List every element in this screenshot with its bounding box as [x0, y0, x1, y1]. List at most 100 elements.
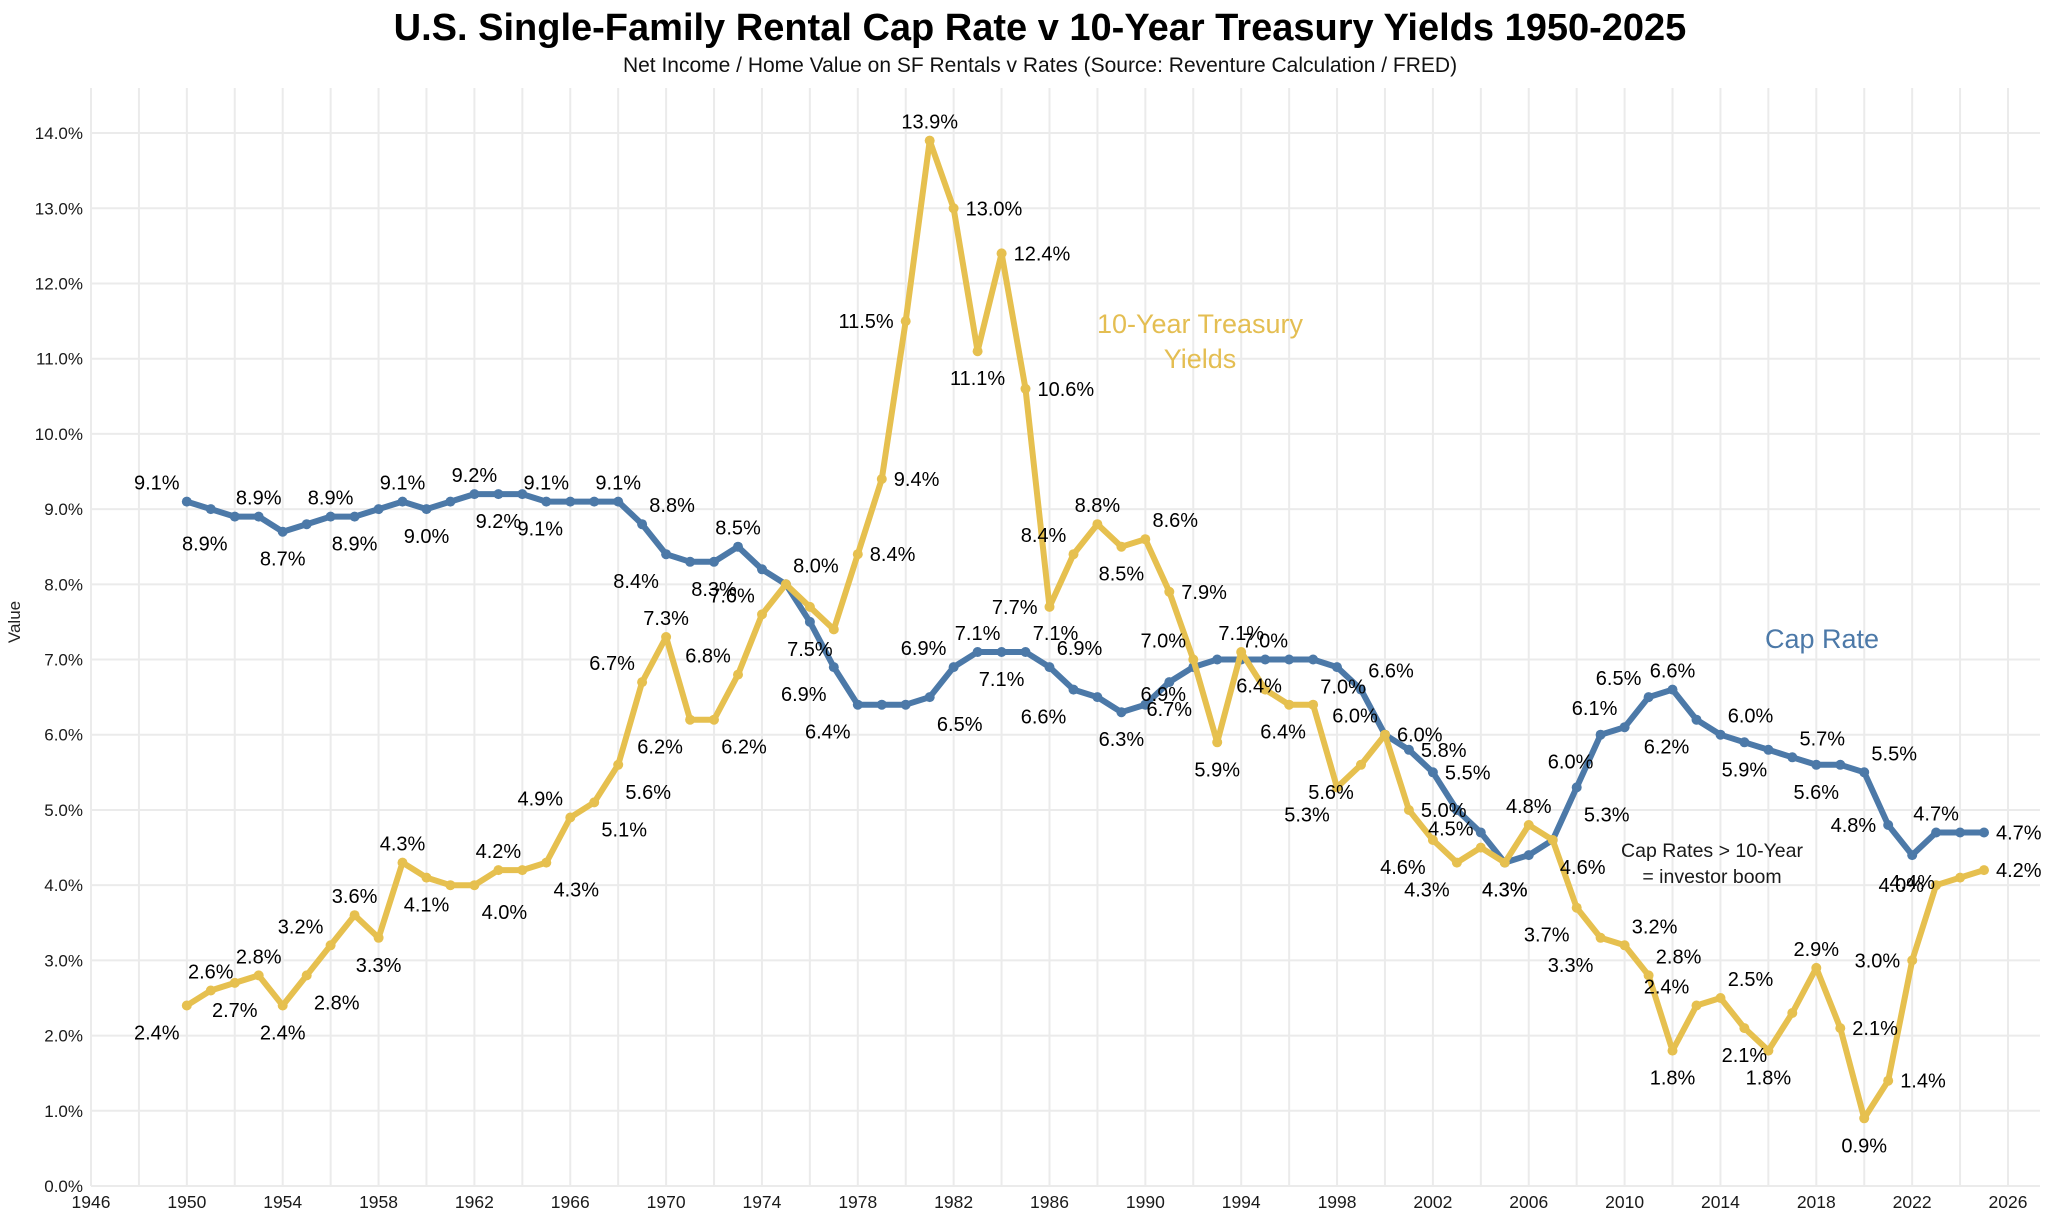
treasury-point-marker [1427, 835, 1438, 845]
cap-rate-data-label: 4.7% [1913, 804, 1959, 826]
cap-rate-point-marker [1284, 654, 1295, 665]
cap-rate-data-label: 8.8% [649, 495, 695, 517]
treasury-data-label: 13.0% [966, 198, 1023, 220]
y-tick-label: 10.0% [35, 425, 83, 444]
treasury-data-label: 1.8% [1746, 1068, 1792, 1090]
treasury-series-label-line2: Yields [1164, 344, 1237, 374]
cap-rate-data-label: 6.9% [901, 638, 947, 660]
y-tick-label: 14.0% [35, 124, 83, 143]
cap-rate-point-marker [1427, 767, 1438, 778]
treasury-data-label: 4.3% [1404, 880, 1450, 902]
cap-rate-data-label: 8.0% [793, 555, 839, 577]
cap-rate-line [183, 491, 1987, 866]
cap-rate-data-label: 6.0% [1397, 725, 1443, 747]
treasury-point-marker [1619, 940, 1630, 951]
cap-rate-point-marker [900, 699, 911, 710]
treasury-point-marker [828, 624, 839, 635]
treasury-data-label: 4.0% [482, 902, 528, 924]
treasury-point-marker [1499, 857, 1510, 868]
x-tick-label: 1978 [838, 1192, 877, 1212]
treasury-data-label: 2.9% [1794, 939, 1840, 961]
treasury-data-label: 4.3% [1482, 880, 1528, 902]
treasury-point-marker [1451, 857, 1462, 868]
treasury-point-marker [1787, 1008, 1798, 1018]
treasury-data-label: 5.0% [1421, 800, 1467, 822]
x-tick-label: 2026 [1989, 1192, 2028, 1212]
treasury-data-label: 4.8% [1506, 796, 1552, 818]
cap-rate-data-label: 4.4% [1889, 872, 1935, 894]
x-tick-label: 1998 [1318, 1192, 1357, 1212]
cap-rate-data-label: 5.5% [1871, 743, 1917, 765]
cap-rate-point-marker [1092, 692, 1103, 703]
treasury-point-marker [1979, 865, 1989, 876]
cap-rate-point-marker [733, 541, 743, 552]
cap-rate-point-marker [229, 511, 240, 522]
treasury-point-marker [1260, 684, 1271, 695]
treasury-point-marker [948, 203, 959, 214]
cap-rate-data-label: 4.3% [1482, 880, 1528, 902]
y-tick-label: 1.0% [44, 1102, 83, 1121]
cap-rate-data-label: 6.9% [1141, 684, 1187, 706]
cap-rate-data-label: 6.0% [1548, 752, 1594, 774]
treasury-point-marker [972, 346, 983, 357]
treasury-data-label: 11.5% [838, 311, 893, 333]
y-tick-label: 13.0% [35, 199, 83, 218]
treasury-data-label: 7.3% [643, 608, 689, 630]
y-tick-label: 11.0% [36, 350, 83, 369]
cap-rate-data-label: 6.2% [1644, 737, 1690, 759]
treasury-data-label: 2.8% [236, 946, 282, 968]
x-tick-label: 2022 [1893, 1192, 1932, 1212]
cap-rate-point-marker [852, 699, 863, 710]
cap-rate-data-label: 6.9% [1057, 638, 1103, 660]
cap-rate-data-label: 4.7% [1996, 823, 2042, 845]
x-tick-label: 2010 [1605, 1192, 1644, 1212]
treasury-point-marker [1116, 541, 1127, 552]
treasury-data-label: 2.1% [1722, 1045, 1768, 1067]
cap-rate-point-marker [397, 496, 408, 507]
cap-rate-point-marker [1068, 684, 1079, 695]
cap-rate-data-label: 9.2% [452, 465, 498, 487]
cap-rate-data-label: 5.3% [1584, 804, 1630, 826]
cap-rate-point-marker [685, 556, 696, 567]
cap-rate-point-marker [1907, 850, 1918, 861]
cap-rate-point-marker [1787, 752, 1798, 763]
treasury-point-marker [1811, 962, 1822, 973]
treasury-point-marker [1403, 805, 1414, 815]
cap-rate-data-label: 9.1% [518, 519, 564, 541]
treasury-point-marker [1188, 654, 1199, 665]
treasury-data-label: 4.1% [404, 895, 450, 917]
cap-rate-point-marker [1044, 662, 1055, 673]
treasury-data-label: 7.9% [1181, 582, 1227, 604]
cap-rate-point-marker [517, 489, 528, 500]
cap-rate-point-marker [948, 662, 959, 673]
chart-subtitle: Net Income / Home Value on SF Rentals v … [623, 54, 1457, 77]
cap-rate-data-label: 9.1% [595, 473, 641, 495]
treasury-point-marker [1140, 534, 1151, 545]
cap-rate-point-marker [1619, 722, 1630, 733]
treasury-point-marker [253, 970, 264, 981]
data-label-layer: 9.1% 8.9% 8.9% 8.7% 8.9% 8.9% 9.1% 9.0% 9.2% 9.2%… [134, 112, 2042, 1158]
treasury-data-label: 3.0% [1855, 950, 1901, 972]
treasury-point-marker [613, 759, 624, 770]
treasury-point-marker [397, 857, 408, 868]
treasury-data-label: 8.4% [870, 544, 916, 566]
cap-rate-data-label: 7.1% [955, 623, 1001, 645]
cap-rate-point-marker [493, 489, 504, 500]
treasury-data-label: 11.1% [950, 368, 1005, 390]
treasury-point-marker [1164, 586, 1175, 597]
y-tick-label: 8.0% [44, 575, 83, 594]
cap-rate-data-label: 9.1% [134, 473, 180, 495]
treasury-point-marker [589, 797, 600, 808]
treasury-data-label: 7.7% [992, 597, 1038, 619]
cap-rate-point-marker [1308, 654, 1319, 665]
x-tick-label: 1974 [742, 1192, 781, 1212]
treasury-data-label: 6.4% [1260, 722, 1306, 744]
x-tick-label: 1990 [1126, 1192, 1165, 1212]
cap-rate-data-label: 5.9% [1722, 759, 1768, 781]
treasury-data-label: 0.9% [1841, 1135, 1887, 1157]
cap-rate-data-label: 7.0% [1242, 631, 1288, 653]
treasury-data-label: 8.6% [1153, 510, 1199, 532]
cap-rate-point-marker [1859, 767, 1870, 778]
cap-rate-data-label: 8.4% [613, 571, 659, 593]
treasury-data-label: 4.0% [1879, 875, 1925, 897]
